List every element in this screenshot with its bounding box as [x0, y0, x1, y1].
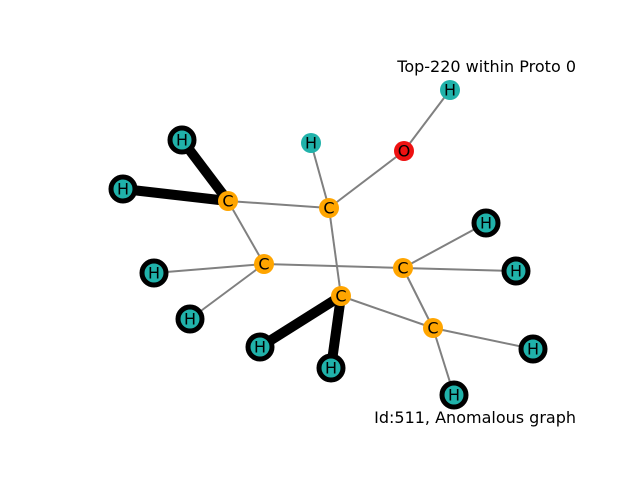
edge-c3-c4	[263, 263, 404, 269]
node-label-h12: H	[448, 386, 460, 405]
edge-c3-h6	[189, 263, 265, 320]
node-circle-h9	[245, 332, 275, 362]
node-circle-h7	[471, 208, 501, 238]
node-circle-c6	[423, 318, 443, 338]
node-h5: H	[139, 258, 169, 288]
node-circle-o1	[394, 141, 414, 161]
node-circle-c1	[218, 191, 238, 211]
edge-c1-h4	[122, 184, 229, 206]
caption-top: Top-220 within Proto 0	[397, 57, 576, 76]
edge-c4-h8	[402, 267, 517, 272]
node-label-h3: H	[176, 131, 188, 150]
edge-o1-h1	[403, 89, 451, 152]
node-label-h10: H	[325, 359, 337, 378]
node-circle-h4	[108, 174, 138, 204]
node-label-h5: H	[148, 264, 160, 283]
node-circle-h2	[301, 133, 321, 153]
node-label-c6: C	[427, 319, 438, 338]
edge-c4-c6	[402, 267, 434, 329]
nodes-layer: C C C C C C O H H H H H H H H H H H H	[108, 80, 548, 410]
edge-h2-c2	[310, 142, 330, 209]
node-label-c1: C	[222, 192, 233, 211]
node-circle-h11	[518, 334, 548, 364]
node-h11: H	[518, 334, 548, 364]
node-h8: H	[501, 256, 531, 286]
edges-layer	[122, 89, 534, 396]
node-circle-h1	[440, 80, 460, 100]
node-label-h2: H	[305, 134, 317, 153]
node-h9: H	[245, 332, 275, 362]
node-label-c2: C	[323, 199, 334, 218]
node-label-h1: H	[444, 81, 456, 100]
edge-c2-c5	[328, 207, 342, 297]
edge-c5-c6	[340, 295, 434, 329]
edge-c4-h7	[402, 222, 487, 269]
node-label-h8: H	[510, 262, 522, 281]
node-label-h7: H	[480, 214, 492, 233]
edge-c6-h11	[432, 327, 534, 350]
caption-bottom: Id:511, Anomalous graph	[374, 408, 576, 427]
node-label-h9: H	[254, 338, 266, 357]
node-label-c3: C	[258, 255, 269, 274]
node-circle-c2	[319, 198, 339, 218]
node-h10: H	[316, 353, 346, 383]
node-label-c5: C	[335, 287, 346, 306]
node-label-h11: H	[527, 340, 539, 359]
node-c5: C	[331, 286, 351, 306]
node-label-o1: O	[398, 142, 411, 161]
node-label-c4: C	[397, 259, 408, 278]
node-circle-c3	[254, 254, 274, 274]
node-circle-h3	[167, 125, 197, 155]
node-circle-h12	[439, 380, 469, 410]
node-o1: O	[394, 141, 414, 161]
node-circle-h8	[501, 256, 531, 286]
node-circle-c4	[393, 258, 413, 278]
node-c4: C	[393, 258, 413, 278]
node-circle-h10	[316, 353, 346, 383]
node-c6: C	[423, 318, 443, 338]
node-c2: C	[319, 198, 339, 218]
node-h12: H	[439, 380, 469, 410]
node-h2: H	[301, 133, 321, 153]
edge-c1-c2	[227, 200, 330, 209]
node-circle-h6	[175, 304, 205, 334]
node-circle-c5	[331, 286, 351, 306]
node-circle-h5	[139, 258, 169, 288]
node-label-h6: H	[184, 310, 196, 329]
node-h1: H	[440, 80, 460, 100]
edge-c3-h5	[153, 263, 265, 274]
node-c1: C	[218, 191, 238, 211]
node-c3: C	[254, 254, 274, 274]
node-h4: H	[108, 174, 138, 204]
node-h6: H	[175, 304, 205, 334]
node-h7: H	[471, 208, 501, 238]
edge-o1-c2	[328, 150, 405, 209]
edge-c1-c3	[227, 200, 265, 265]
node-h3: H	[167, 125, 197, 155]
edge-c5-h9	[257, 291, 344, 352]
node-label-h4: H	[117, 180, 129, 199]
